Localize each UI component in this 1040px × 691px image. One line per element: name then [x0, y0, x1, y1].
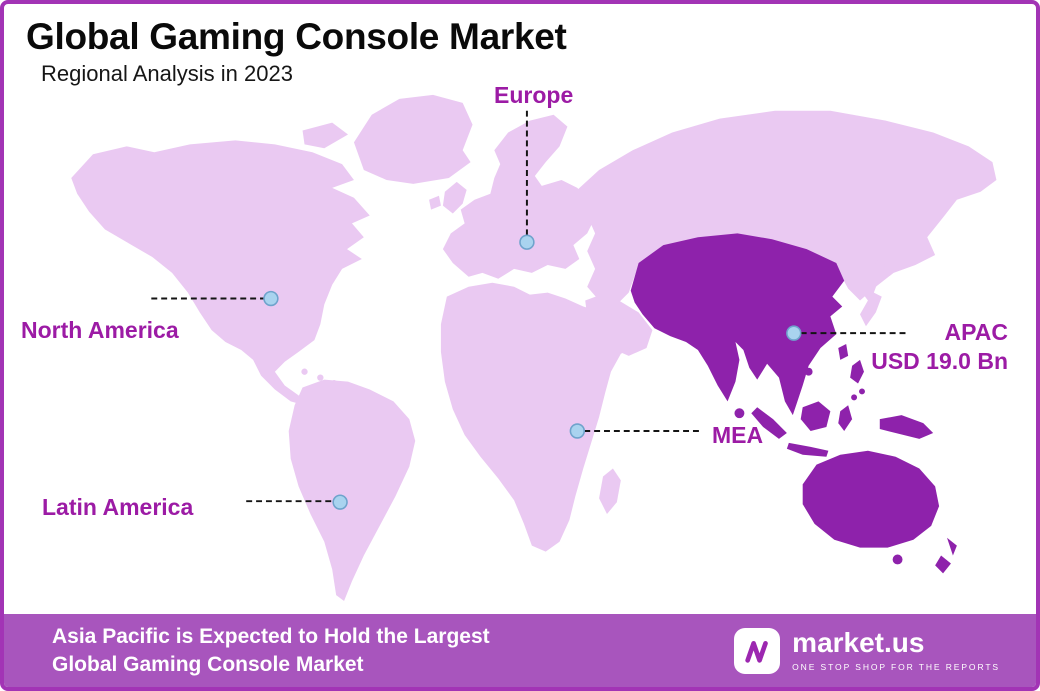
north-america-marker [263, 290, 279, 307]
africa-landmass [440, 282, 649, 552]
latin-america-marker [332, 494, 348, 510]
greenland-landmass [353, 94, 473, 184]
brand-block: market.us ONE STOP SHOP FOR THE REPORTS [734, 627, 1000, 674]
page-subtitle: Regional Analysis in 2023 [41, 61, 293, 86]
market-us-logo-icon [734, 627, 781, 674]
philippines-island [859, 388, 865, 395]
footer-caption: Asia Pacific is Expected to Hold the Lar… [52, 623, 490, 678]
region-label-mea: MEA [712, 422, 764, 448]
russia-central-asia-landmass [577, 110, 997, 307]
europe-landmass [442, 114, 596, 279]
philippines-islands [850, 359, 864, 384]
page-title: Global Gaming Console Market [26, 16, 567, 57]
region-value-apac: USD 19.0 Bn [871, 347, 1008, 374]
brand-text: market.us ONE STOP SHOP FOR THE REPORTS [792, 627, 1000, 673]
australia-landmass [802, 450, 940, 548]
apac-marker [786, 325, 802, 341]
new-guinea-island [879, 415, 934, 439]
europe-marker [519, 234, 535, 250]
hokkaido-island [874, 260, 885, 270]
header: Global Gaming Console Market Regional An… [26, 16, 567, 87]
sulawesi-island [838, 405, 853, 431]
region-label-apac: APAC USD 19.0 Bn [871, 318, 1008, 376]
region-label-apac-name: APAC [944, 319, 1008, 345]
taiwan-island [838, 344, 849, 360]
footer-caption-line2: Global Gaming Console Market [52, 652, 364, 676]
caribbean-island [317, 374, 324, 381]
north-america-landmass [71, 140, 370, 406]
sri-lanka-island [734, 408, 745, 419]
brand-tagline: ONE STOP SHOP FOR THE REPORTS [792, 662, 1000, 672]
tasmania-island [892, 554, 903, 565]
borneo-island [800, 401, 831, 431]
java-island [786, 442, 829, 457]
sumatra-island [751, 407, 787, 439]
baffin-island-landmass [302, 122, 349, 149]
philippines-island [851, 394, 858, 401]
iceland-landmass [409, 138, 432, 155]
region-label-latin-america: Latin America [42, 494, 194, 520]
footer-caption-line1: Asia Pacific is Expected to Hold the Lar… [52, 624, 490, 648]
ireland-landmass [429, 195, 441, 210]
new-zealand-islands [935, 537, 957, 574]
region-label-europe: Europe [494, 82, 574, 108]
madagascar-landmass [599, 468, 621, 515]
region-label-north-america: North America [21, 317, 179, 343]
south-america-landmass [288, 379, 416, 602]
brand-name: market.us [792, 627, 925, 658]
world-map [71, 94, 997, 602]
mea-marker [569, 423, 586, 439]
footer-banner: Asia Pacific is Expected to Hold the Lar… [4, 614, 1036, 687]
japan-landmass [860, 270, 882, 327]
hainan-island [804, 367, 813, 376]
apac-highlight-landmass [630, 233, 845, 416]
caribbean-island [301, 368, 308, 375]
